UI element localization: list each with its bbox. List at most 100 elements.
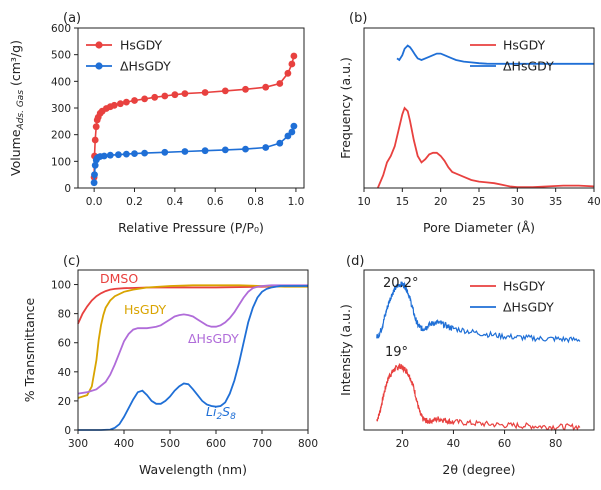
data-point — [151, 93, 159, 101]
data-point — [288, 128, 296, 136]
data-point — [284, 69, 292, 77]
x-axis-label-a: Relative Pressure (P/P₀) — [118, 220, 264, 235]
data-point — [91, 171, 98, 179]
data-point — [288, 60, 296, 68]
data-point — [131, 150, 138, 158]
y-tick-label: 200 — [51, 130, 71, 142]
panel-a: (a) 0.0 0.2 0.4 0.6 0.8 1.0 0 100 200 300 400 500 60… — [8, 11, 305, 235]
data-point — [141, 149, 149, 157]
data-point — [290, 122, 298, 130]
axes-frame-c — [77, 269, 309, 431]
y-tick-label: 40 — [58, 367, 71, 379]
data-point — [242, 145, 249, 153]
panel-d: (d) 20 40 60 80 2θ (degree) Intensity (a.u.… — [338, 254, 595, 477]
peak-annotation: 19° — [385, 345, 408, 360]
x-tick-label: 0.8 — [247, 196, 264, 208]
plot-area-b — [376, 44, 595, 189]
x-tick-label: 20 — [396, 438, 409, 450]
x-tick-label: 0.4 — [167, 196, 184, 208]
x-tick-label: 600 — [206, 438, 226, 450]
data-point — [106, 151, 114, 159]
panel-label-d: (d) — [346, 254, 364, 269]
x-tick-label: 0.6 — [207, 196, 224, 208]
ticks-d: 20 40 60 80 — [396, 430, 562, 450]
series-label-dhsgdy: ΔHsGDY — [188, 331, 239, 346]
data-point — [141, 95, 149, 103]
y-tick-label: 300 — [51, 103, 71, 115]
panel-label-b: (b) — [349, 11, 367, 26]
data-point — [290, 52, 298, 60]
y-tick-label: 0 — [64, 425, 71, 437]
series-labels-c: DMSO HsGDY ΔHsGDY Li2S8 — [100, 271, 239, 422]
data-point — [100, 152, 108, 160]
axes-frame-b — [363, 27, 595, 189]
data-point — [161, 148, 169, 156]
data-point — [181, 148, 189, 155]
series-line-dhsgdy — [376, 281, 581, 344]
data-point — [262, 83, 270, 91]
x-tick-label: 40 — [447, 438, 460, 450]
legend-label: ΔHsGDY — [503, 300, 554, 315]
x-tick-label: 15 — [396, 196, 409, 208]
x-tick-label: 35 — [549, 196, 562, 208]
y-tick-label: 600 — [51, 23, 71, 35]
x-tick-label: 30 — [511, 196, 524, 208]
y-axis-label-a: VolumeAds. Gas (cm³/g) — [8, 40, 26, 176]
x-tick-label: 700 — [252, 438, 272, 450]
y-axis-label-c: % Transmittance — [22, 297, 37, 402]
series-label-dmso: DMSO — [100, 271, 138, 286]
data-point — [201, 89, 209, 96]
y-tick-label: 100 — [51, 156, 71, 168]
panel-c: (c) 300 400 500 600 700 800 0 20 40 60 80 100 Wavel… — [22, 254, 318, 477]
data-point — [131, 97, 138, 104]
peak-annotation: 20.2° — [383, 276, 418, 291]
legend-label: ΔHsGDY — [503, 59, 554, 74]
data-point — [92, 123, 100, 131]
series-line-hsgdy — [93, 55, 295, 178]
legend-b: HsGDY ΔHsGDY — [470, 38, 554, 74]
legend-label: ΔHsGDY — [120, 59, 171, 74]
x-tick-label: 25 — [472, 196, 485, 208]
y-axis-label-d: Intensity (a.u.) — [338, 304, 353, 396]
series-line-dmso — [77, 285, 309, 325]
x-tick-label: 0.0 — [86, 196, 103, 208]
data-point — [110, 101, 118, 109]
annotations-d: 20.2° 19° — [383, 276, 418, 360]
y-tick-label: 20 — [58, 396, 71, 408]
data-point — [181, 90, 189, 97]
data-point — [221, 87, 229, 95]
axes-frame-d — [363, 269, 595, 431]
legend-marker — [95, 62, 103, 70]
legend-label: HsGDY — [120, 38, 163, 53]
data-point — [91, 161, 99, 169]
series-line-hsgdy — [77, 284, 308, 399]
legend-label: HsGDY — [503, 38, 546, 53]
plot-area-c — [77, 284, 309, 431]
data-point — [171, 91, 179, 99]
x-tick-label: 80 — [549, 438, 562, 450]
x-tick-label: 20 — [434, 196, 447, 208]
ticks-a: 0.0 0.2 0.4 0.6 0.8 1.0 0 100 200 300 400 500 600 — [51, 23, 304, 208]
data-point — [90, 179, 98, 187]
y-axis-label-b: Frequency (a.u.) — [338, 57, 353, 159]
y-tick-label: 80 — [58, 309, 71, 321]
ticks-c: 300 400 500 600 700 800 0 20 40 60 80 100 — [51, 280, 318, 450]
panel-b: (b) 10 15 20 25 30 35 40 Pore Diameter (Å) Fre… — [338, 11, 601, 235]
legend-a: HsGDY ΔHsGDY — [86, 38, 171, 74]
data-point — [123, 98, 130, 106]
panel-label-c: (c) — [63, 254, 80, 269]
x-tick-label: 1.0 — [288, 196, 305, 208]
series-label-hsgdy: HsGDY — [124, 302, 167, 317]
legend-label: HsGDY — [503, 279, 546, 294]
plot-area-d — [376, 281, 581, 432]
data-point — [117, 100, 124, 108]
x-axis-label-d: 2θ (degree) — [442, 462, 515, 477]
series-line-hsgdy — [376, 106, 595, 189]
x-tick-label: 60 — [498, 438, 511, 450]
y-tick-label: 500 — [51, 50, 71, 62]
y-tick-label: 0 — [64, 183, 71, 195]
data-point — [276, 139, 284, 147]
panel-label-a: (a) — [63, 11, 81, 26]
y-tick-label: 100 — [51, 280, 71, 292]
